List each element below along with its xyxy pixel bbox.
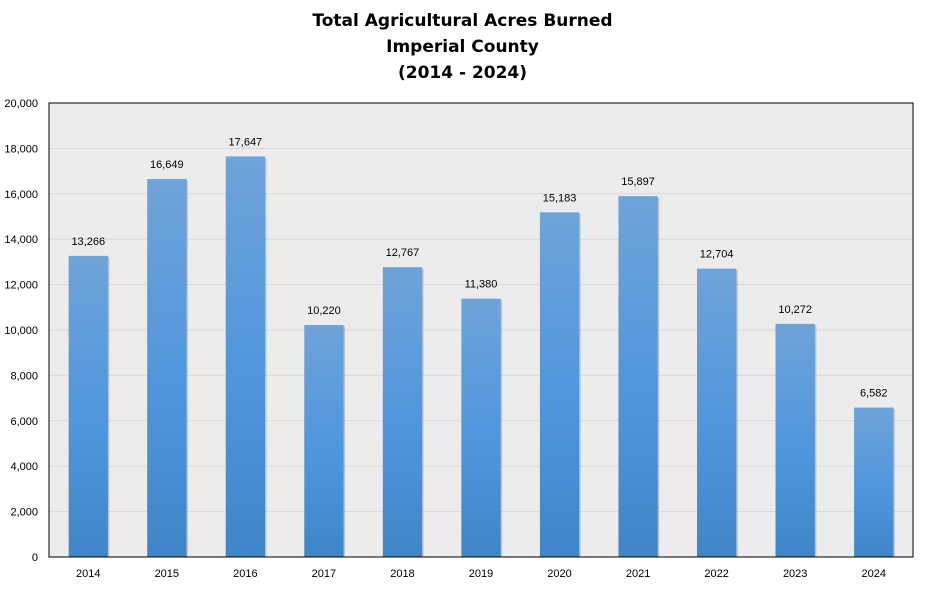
x-tick-label: 2017 [312,568,336,580]
chart-title-line-2: Imperial County [386,37,539,57]
bar [304,325,344,557]
y-tick-label: 8,000 [10,370,38,382]
data-label: 17,647 [229,136,263,148]
x-tick-label: 2019 [469,568,493,580]
y-tick-label: 6,000 [10,416,38,428]
x-tick-label: 2015 [155,568,179,580]
y-tick-label: 16,000 [4,189,38,201]
x-tick-label: 2018 [390,568,414,580]
bar [697,268,737,557]
y-tick-label: 4,000 [10,461,38,473]
data-label: 11,380 [465,279,498,291]
data-label: 6,582 [860,388,888,400]
data-label: 15,897 [621,176,655,188]
y-tick-label: 20,000 [4,98,38,110]
x-tick-label: 2016 [233,568,257,580]
x-tick-label: 2024 [861,568,885,580]
bar [225,156,265,558]
bar [461,298,501,557]
y-tick-label: 14,000 [4,234,38,246]
x-tick-label: 2014 [76,568,100,580]
bar [854,407,894,557]
y-tick-label: 0 [32,552,38,564]
data-labels: 13,266 16,649 17,647 10,220 12,767 11,380 15,1… [71,136,887,399]
data-label: 12,704 [700,249,734,261]
x-tick-label: 2022 [704,568,728,580]
data-label: 15,183 [543,192,577,204]
data-label: 16,649 [150,159,184,171]
bars [68,156,895,558]
y-tick-label: 10,000 [4,325,38,337]
bar [775,323,815,557]
plot-border [48,102,914,558]
x-tick-label: 2021 [626,568,650,580]
bar [539,212,580,558]
chart-title-line-1: Total Agricultural Acres Burned [312,11,613,31]
data-label: 10,220 [307,305,341,317]
data-label: 10,272 [778,304,812,316]
y-tick-label: 18,000 [4,143,38,155]
y-tick-label: 12,000 [4,280,38,292]
axes: 0 2,000 4,000 6,000 8,000 10,000 12,000 14,000 1… [4,98,886,580]
chart-title-line-3: (2014 - 2024) [397,63,528,83]
bar [147,179,187,558]
bar [68,255,108,557]
x-tick-label: 2023 [783,568,807,580]
data-label: 12,767 [386,247,420,259]
bar [382,267,423,557]
data-label: 13,266 [71,236,105,248]
bar [618,196,658,557]
x-tick-label: 2020 [547,568,571,580]
y-tick-label: 2,000 [10,507,38,519]
